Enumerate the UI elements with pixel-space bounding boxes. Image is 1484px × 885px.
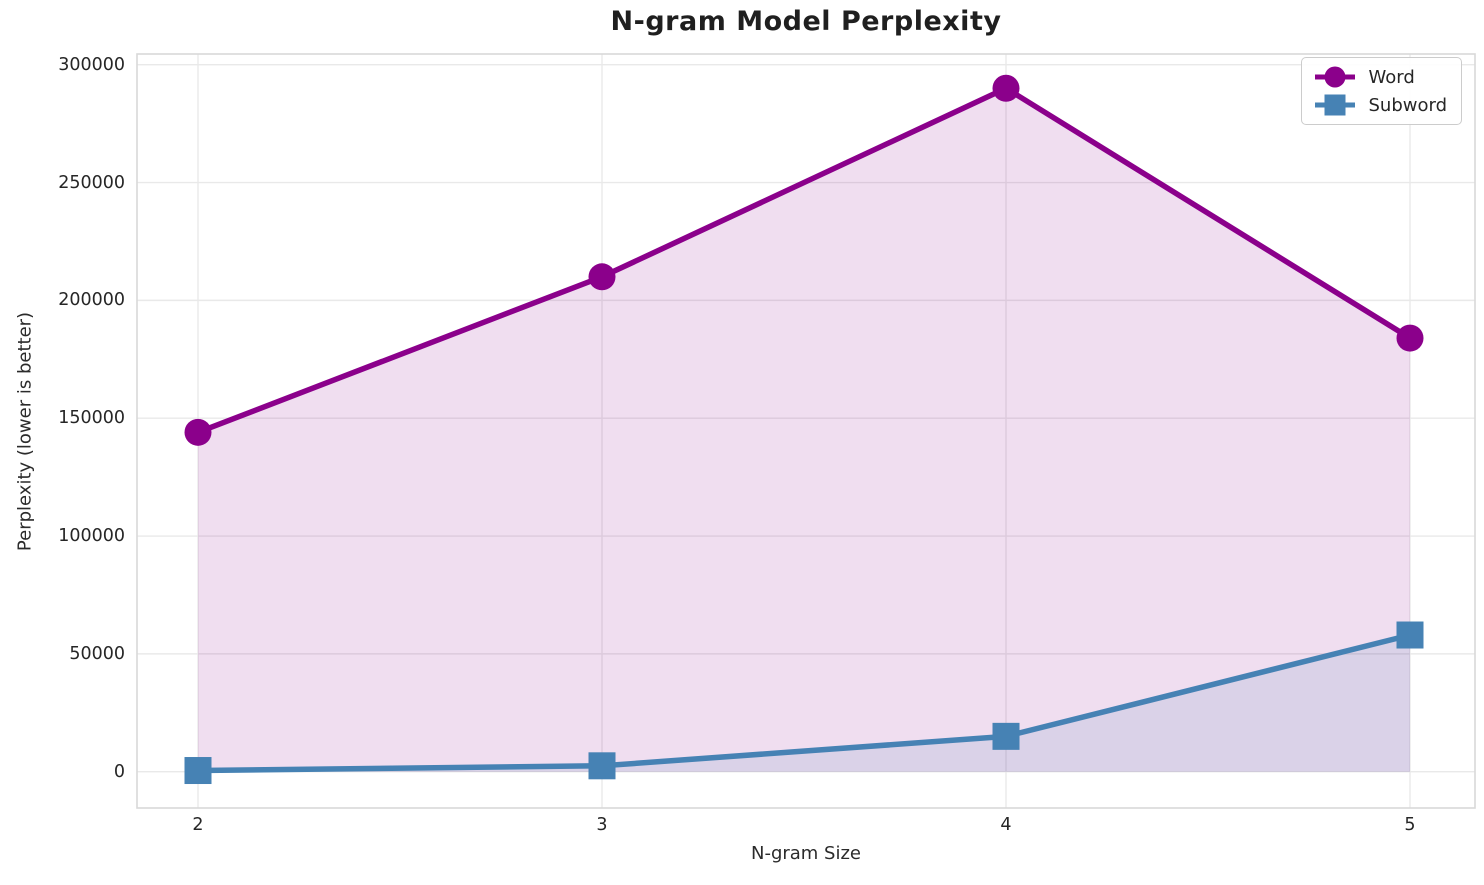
legend-item-word: Word [1312, 65, 1447, 89]
word-data-point [588, 263, 616, 291]
subword-data-point [588, 752, 616, 780]
x-tick-label: 2 [192, 815, 204, 835]
y-tick-label: 200000 [58, 290, 125, 311]
y-tick-label: 150000 [58, 408, 125, 429]
subword-area-fill [198, 635, 1410, 772]
legend: Word Subword [1301, 57, 1462, 125]
word-data-point [1396, 324, 1424, 352]
word-area-fill [198, 88, 1410, 772]
word-line [195, 85, 1413, 436]
legend-label-word: Word [1368, 66, 1415, 88]
word-series-marker-icon [1315, 66, 1356, 88]
x-tick-label: 3 [596, 815, 608, 835]
y-tick-label: 50000 [69, 643, 125, 664]
y-tick-label: 0 [113, 761, 125, 782]
word-data-point [184, 418, 212, 446]
x-tick-label: 4 [1000, 815, 1012, 835]
x-tick-label: 5 [1404, 815, 1416, 835]
word-data-point [992, 74, 1020, 102]
plot-frame [136, 53, 1476, 809]
subword-data-point [1396, 621, 1424, 649]
y-tick-label: 250000 [58, 172, 125, 193]
x-axis-label: N-gram Size [750, 843, 862, 864]
legend-item-subword: Subword [1312, 93, 1447, 117]
y-axis-label: Perplexity (lower is better) [14, 311, 36, 552]
subword-data-point [184, 757, 212, 785]
y-tick-label: 100000 [58, 526, 125, 547]
subword-series-marker-icon [1315, 94, 1356, 116]
y-tick-label: 300000 [58, 54, 125, 75]
chart-title: N-gram Model Perplexity [610, 6, 1002, 37]
subword-line [195, 632, 1413, 774]
legend-label-subword: Subword [1368, 94, 1447, 116]
subword-data-point [992, 722, 1020, 750]
